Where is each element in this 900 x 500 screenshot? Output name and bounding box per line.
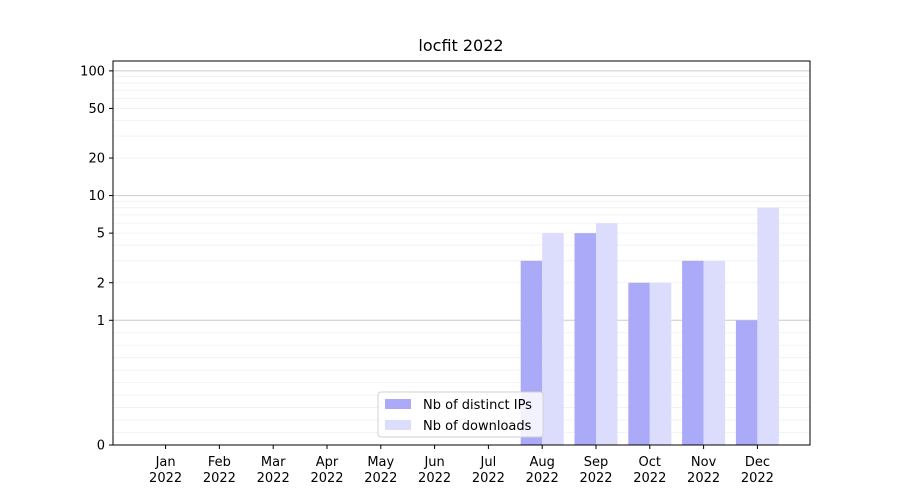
bars bbox=[520, 207, 779, 445]
x-tick-label-year: 2022 bbox=[364, 471, 397, 486]
bar bbox=[596, 223, 618, 445]
y-tick-label: 50 bbox=[88, 102, 105, 117]
x-tick-label-month: Feb bbox=[208, 455, 231, 470]
legend-label: Nb of distinct IPs bbox=[423, 398, 532, 413]
x-tick-label-month: Sep bbox=[584, 455, 609, 470]
y-tick-label: 20 bbox=[88, 152, 105, 167]
x-tick-label-month: Jul bbox=[480, 455, 497, 470]
bar bbox=[757, 207, 779, 445]
x-tick-label-month: Aug bbox=[530, 455, 555, 470]
x-tick-label-month: Oct bbox=[639, 455, 661, 470]
x-tick-label-year: 2022 bbox=[203, 471, 236, 486]
y-tick-label: 10 bbox=[88, 189, 105, 204]
x-axis: Jan2022Feb2022Mar2022Apr2022May2022Jun20… bbox=[149, 445, 774, 486]
y-tick-label: 1 bbox=[97, 314, 105, 329]
bar bbox=[628, 282, 650, 445]
bar bbox=[703, 260, 726, 445]
x-tick-label-year: 2022 bbox=[418, 471, 451, 486]
bar bbox=[682, 260, 704, 445]
x-tick-label-year: 2022 bbox=[741, 471, 774, 486]
y-tick-label: 5 bbox=[97, 227, 105, 242]
y-axis: 0 1 2 5 10 20 50 100 bbox=[80, 64, 113, 454]
legend-label: Nb of downloads bbox=[423, 419, 532, 434]
x-tick-label-month: Dec bbox=[745, 455, 770, 470]
x-tick-label-year: 2022 bbox=[526, 471, 559, 486]
y-tick-label: 0 bbox=[97, 439, 105, 454]
y-tick-label: 100 bbox=[80, 64, 105, 79]
x-tick-label-year: 2022 bbox=[579, 471, 612, 486]
x-tick-label-year: 2022 bbox=[687, 471, 720, 486]
x-tick-label-month: Nov bbox=[691, 455, 717, 470]
grid-lines bbox=[113, 70, 810, 433]
bar bbox=[735, 320, 758, 445]
bar bbox=[542, 233, 564, 445]
x-tick-label-year: 2022 bbox=[149, 471, 182, 486]
x-tick-label-month: Apr bbox=[316, 455, 339, 470]
bar bbox=[649, 282, 672, 445]
x-tick-label-month: May bbox=[367, 455, 394, 470]
x-tick-label-month: Jan bbox=[155, 455, 176, 470]
bar bbox=[574, 233, 596, 445]
chart-title: locfit 2022 bbox=[418, 36, 503, 55]
legend: Nb of distinct IPs Nb of downloads bbox=[377, 391, 544, 438]
x-tick-label-year: 2022 bbox=[310, 471, 343, 486]
legend-swatch bbox=[385, 420, 411, 430]
x-tick-label-month: Mar bbox=[261, 455, 286, 470]
legend-box bbox=[377, 391, 544, 438]
x-tick-label-year: 2022 bbox=[257, 471, 290, 486]
y-tick-label: 2 bbox=[97, 276, 105, 291]
plot-area-frame bbox=[112, 60, 811, 446]
x-tick-label-year: 2022 bbox=[633, 471, 666, 486]
x-tick-label-month: Jun bbox=[423, 455, 444, 470]
x-tick-label-year: 2022 bbox=[472, 471, 505, 486]
legend-swatch bbox=[385, 399, 411, 409]
